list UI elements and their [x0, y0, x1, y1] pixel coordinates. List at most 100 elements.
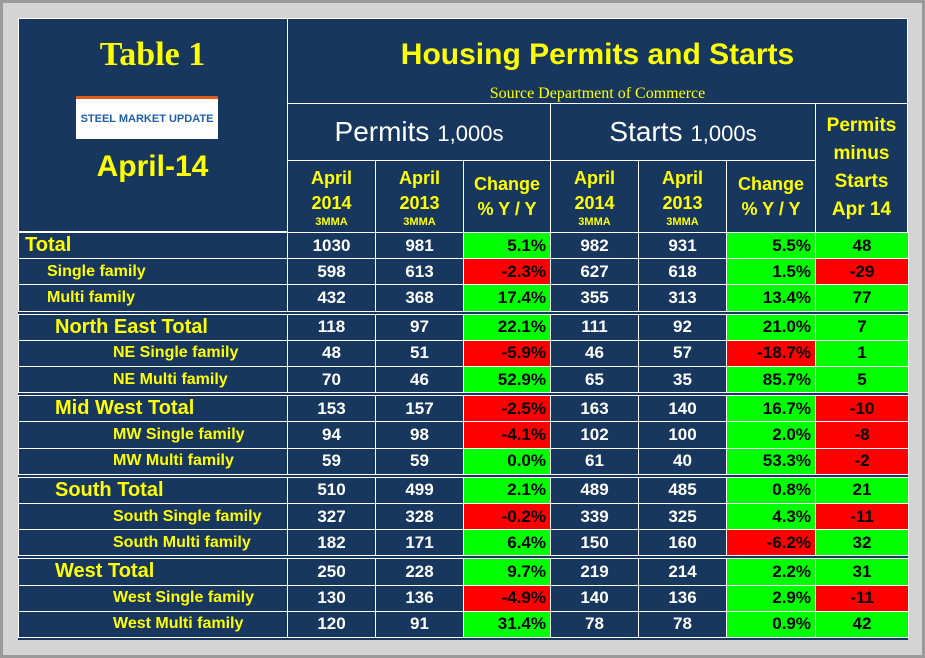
- value-cell: 78: [550, 610, 639, 638]
- column-note: 3MMA: [666, 215, 699, 228]
- row-label: South Total: [18, 476, 288, 504]
- value-cell: 102: [550, 421, 639, 449]
- value-cell: 214: [638, 558, 727, 586]
- value-cell: 153: [287, 395, 376, 423]
- value-cell: 339: [550, 503, 639, 531]
- change-cell: 31.4%: [463, 610, 551, 638]
- value-cell: 931: [638, 232, 727, 260]
- row-label: West Single family: [18, 584, 288, 612]
- column-line: % Y / Y: [477, 198, 537, 219]
- value-cell: 59: [287, 447, 376, 475]
- change-cell: 7: [815, 313, 909, 341]
- row-label: Mid West Total: [18, 395, 288, 423]
- diff-header-line: Permits: [826, 115, 897, 136]
- title: Table 1: [99, 36, 206, 73]
- group-name: Permits: [334, 116, 430, 147]
- value-cell: 219: [550, 558, 639, 586]
- change-cell: 4.3%: [726, 503, 816, 531]
- row-label: West Multi family: [18, 610, 288, 638]
- change-cell: 5: [815, 366, 909, 394]
- change-cell: 9.7%: [463, 558, 551, 586]
- change-cell: -11: [815, 503, 909, 531]
- column-note: 3MMA: [403, 215, 436, 228]
- value-cell: 46: [550, 339, 639, 367]
- value-cell: 163: [550, 395, 639, 423]
- change-cell: -4.9%: [463, 584, 551, 612]
- change-cell: 48: [815, 232, 909, 260]
- value-cell: 368: [375, 284, 464, 312]
- value-cell: 313: [638, 284, 727, 312]
- value-cell: 982: [550, 232, 639, 260]
- column-year: 2013: [399, 192, 440, 213]
- value-cell: 981: [375, 232, 464, 260]
- value-cell: 1030: [287, 232, 376, 260]
- column-line: Change: [737, 173, 804, 194]
- value-cell: 489: [550, 476, 639, 504]
- value-cell: 46: [375, 366, 464, 394]
- value-cell: 61: [550, 447, 639, 475]
- change-cell: 2.0%: [726, 421, 816, 449]
- value-cell: 97: [375, 313, 464, 341]
- diff-header-line: Starts: [834, 171, 889, 192]
- column-header: Change % Y / Y: [463, 160, 551, 233]
- value-cell: 627: [550, 258, 639, 286]
- column-month: April: [310, 167, 352, 188]
- column-header: Change % Y / Y: [726, 160, 816, 233]
- value-cell: 328: [375, 503, 464, 531]
- logo: STEEL MARKET UPDATE: [76, 96, 218, 139]
- value-cell: 92: [638, 313, 727, 341]
- change-cell: 21: [815, 476, 909, 504]
- diff-header-line: Apr 14: [831, 199, 892, 220]
- change-cell: 1: [815, 339, 909, 367]
- diff-header: Permits minus Starts Apr 14: [815, 103, 908, 233]
- value-cell: 160: [638, 529, 727, 557]
- change-cell: 1.5%: [726, 258, 816, 286]
- change-cell: 52.9%: [463, 366, 551, 394]
- group-header: Permits 1,000s: [287, 103, 551, 161]
- row-label: NE Multi family: [18, 366, 288, 394]
- change-cell: 5.5%: [726, 232, 816, 260]
- value-cell: 355: [550, 284, 639, 312]
- change-cell: -8: [815, 421, 909, 449]
- column-month: April: [573, 167, 615, 188]
- value-cell: 65: [550, 366, 639, 394]
- change-cell: 42: [815, 610, 909, 638]
- column-header: April 2013 3MMA: [638, 160, 727, 233]
- row-label: NE Single family: [18, 339, 288, 367]
- table: Table 1 STEEL MARKET UPDATE April-14 Housin…: [18, 18, 909, 640]
- column-year: 2013: [662, 192, 703, 213]
- value-cell: 35: [638, 366, 727, 394]
- change-cell: 17.4%: [463, 284, 551, 312]
- change-cell: -0.2%: [463, 503, 551, 531]
- value-cell: 613: [375, 258, 464, 286]
- value-cell: 98: [375, 421, 464, 449]
- column-year: 2014: [311, 192, 352, 213]
- group-unit: 1,000s: [690, 121, 757, 146]
- row-label: West Total: [18, 558, 288, 586]
- row-label: South Single family: [18, 503, 288, 531]
- column-line: Change: [473, 173, 540, 194]
- value-cell: 40: [638, 447, 727, 475]
- change-cell: 5.1%: [463, 232, 551, 260]
- value-cell: 91: [375, 610, 464, 638]
- change-cell: 22.1%: [463, 313, 551, 341]
- column-line: % Y / Y: [741, 198, 801, 219]
- change-cell: -6.2%: [726, 529, 816, 557]
- value-cell: 111: [550, 313, 639, 341]
- value-cell: 510: [287, 476, 376, 504]
- column-note: 3MMA: [578, 215, 611, 228]
- group-unit: 1,000s: [437, 121, 504, 146]
- value-cell: 94: [287, 421, 376, 449]
- change-cell: 0.8%: [726, 476, 816, 504]
- row-label: MW Multi family: [18, 447, 288, 475]
- value-cell: 171: [375, 529, 464, 557]
- change-cell: 77: [815, 284, 909, 312]
- value-cell: 140: [550, 584, 639, 612]
- column-header: April 2014 3MMA: [287, 160, 376, 233]
- row-label: MW Single family: [18, 421, 288, 449]
- change-cell: 21.0%: [726, 313, 816, 341]
- value-cell: 325: [638, 503, 727, 531]
- value-cell: 485: [638, 476, 727, 504]
- change-cell: 0.0%: [463, 447, 551, 475]
- value-cell: 130: [287, 584, 376, 612]
